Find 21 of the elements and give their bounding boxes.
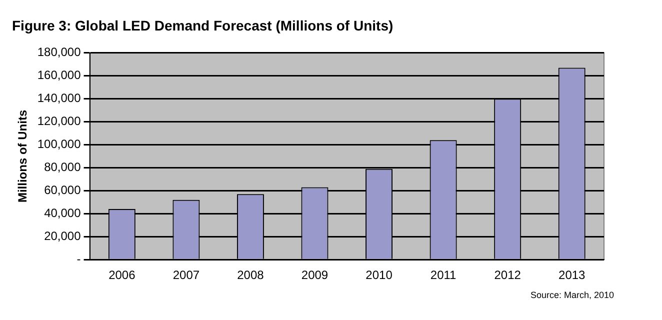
x-tick-label: 2009 <box>301 268 328 282</box>
y-tick-label: - <box>76 252 81 266</box>
x-tick-label: 2006 <box>108 268 136 282</box>
y-tick-label: 60,000 <box>44 182 82 197</box>
y-tick-label: 120,000 <box>37 114 82 128</box>
y-tick-label: 20,000 <box>44 228 82 243</box>
y-tick-label: 80,000 <box>44 160 82 174</box>
chart-title: Figure 3: Global LED Demand Forecast (Millions of Units) <box>12 17 394 34</box>
x-tick-label: 2012 <box>494 268 522 282</box>
x-tick-label: 2011 <box>430 268 457 282</box>
source-note: Source: March, 2010 <box>529 290 615 300</box>
y-axis-title: Millions of Units <box>16 110 30 203</box>
x-tick-label: 2007 <box>172 268 200 282</box>
x-tick-label: 2013 <box>558 268 586 282</box>
x-tick-label: 2008 <box>237 268 264 282</box>
y-tick-label: 100,000 <box>37 137 82 152</box>
y-tick-label: 160,000 <box>37 68 82 82</box>
y-tick-label: 140,000 <box>37 91 82 106</box>
y-tick-label: 180,000 <box>37 45 82 60</box>
x-tick-label: 2010 <box>366 268 393 282</box>
y-tick-label: 40,000 <box>44 206 82 220</box>
